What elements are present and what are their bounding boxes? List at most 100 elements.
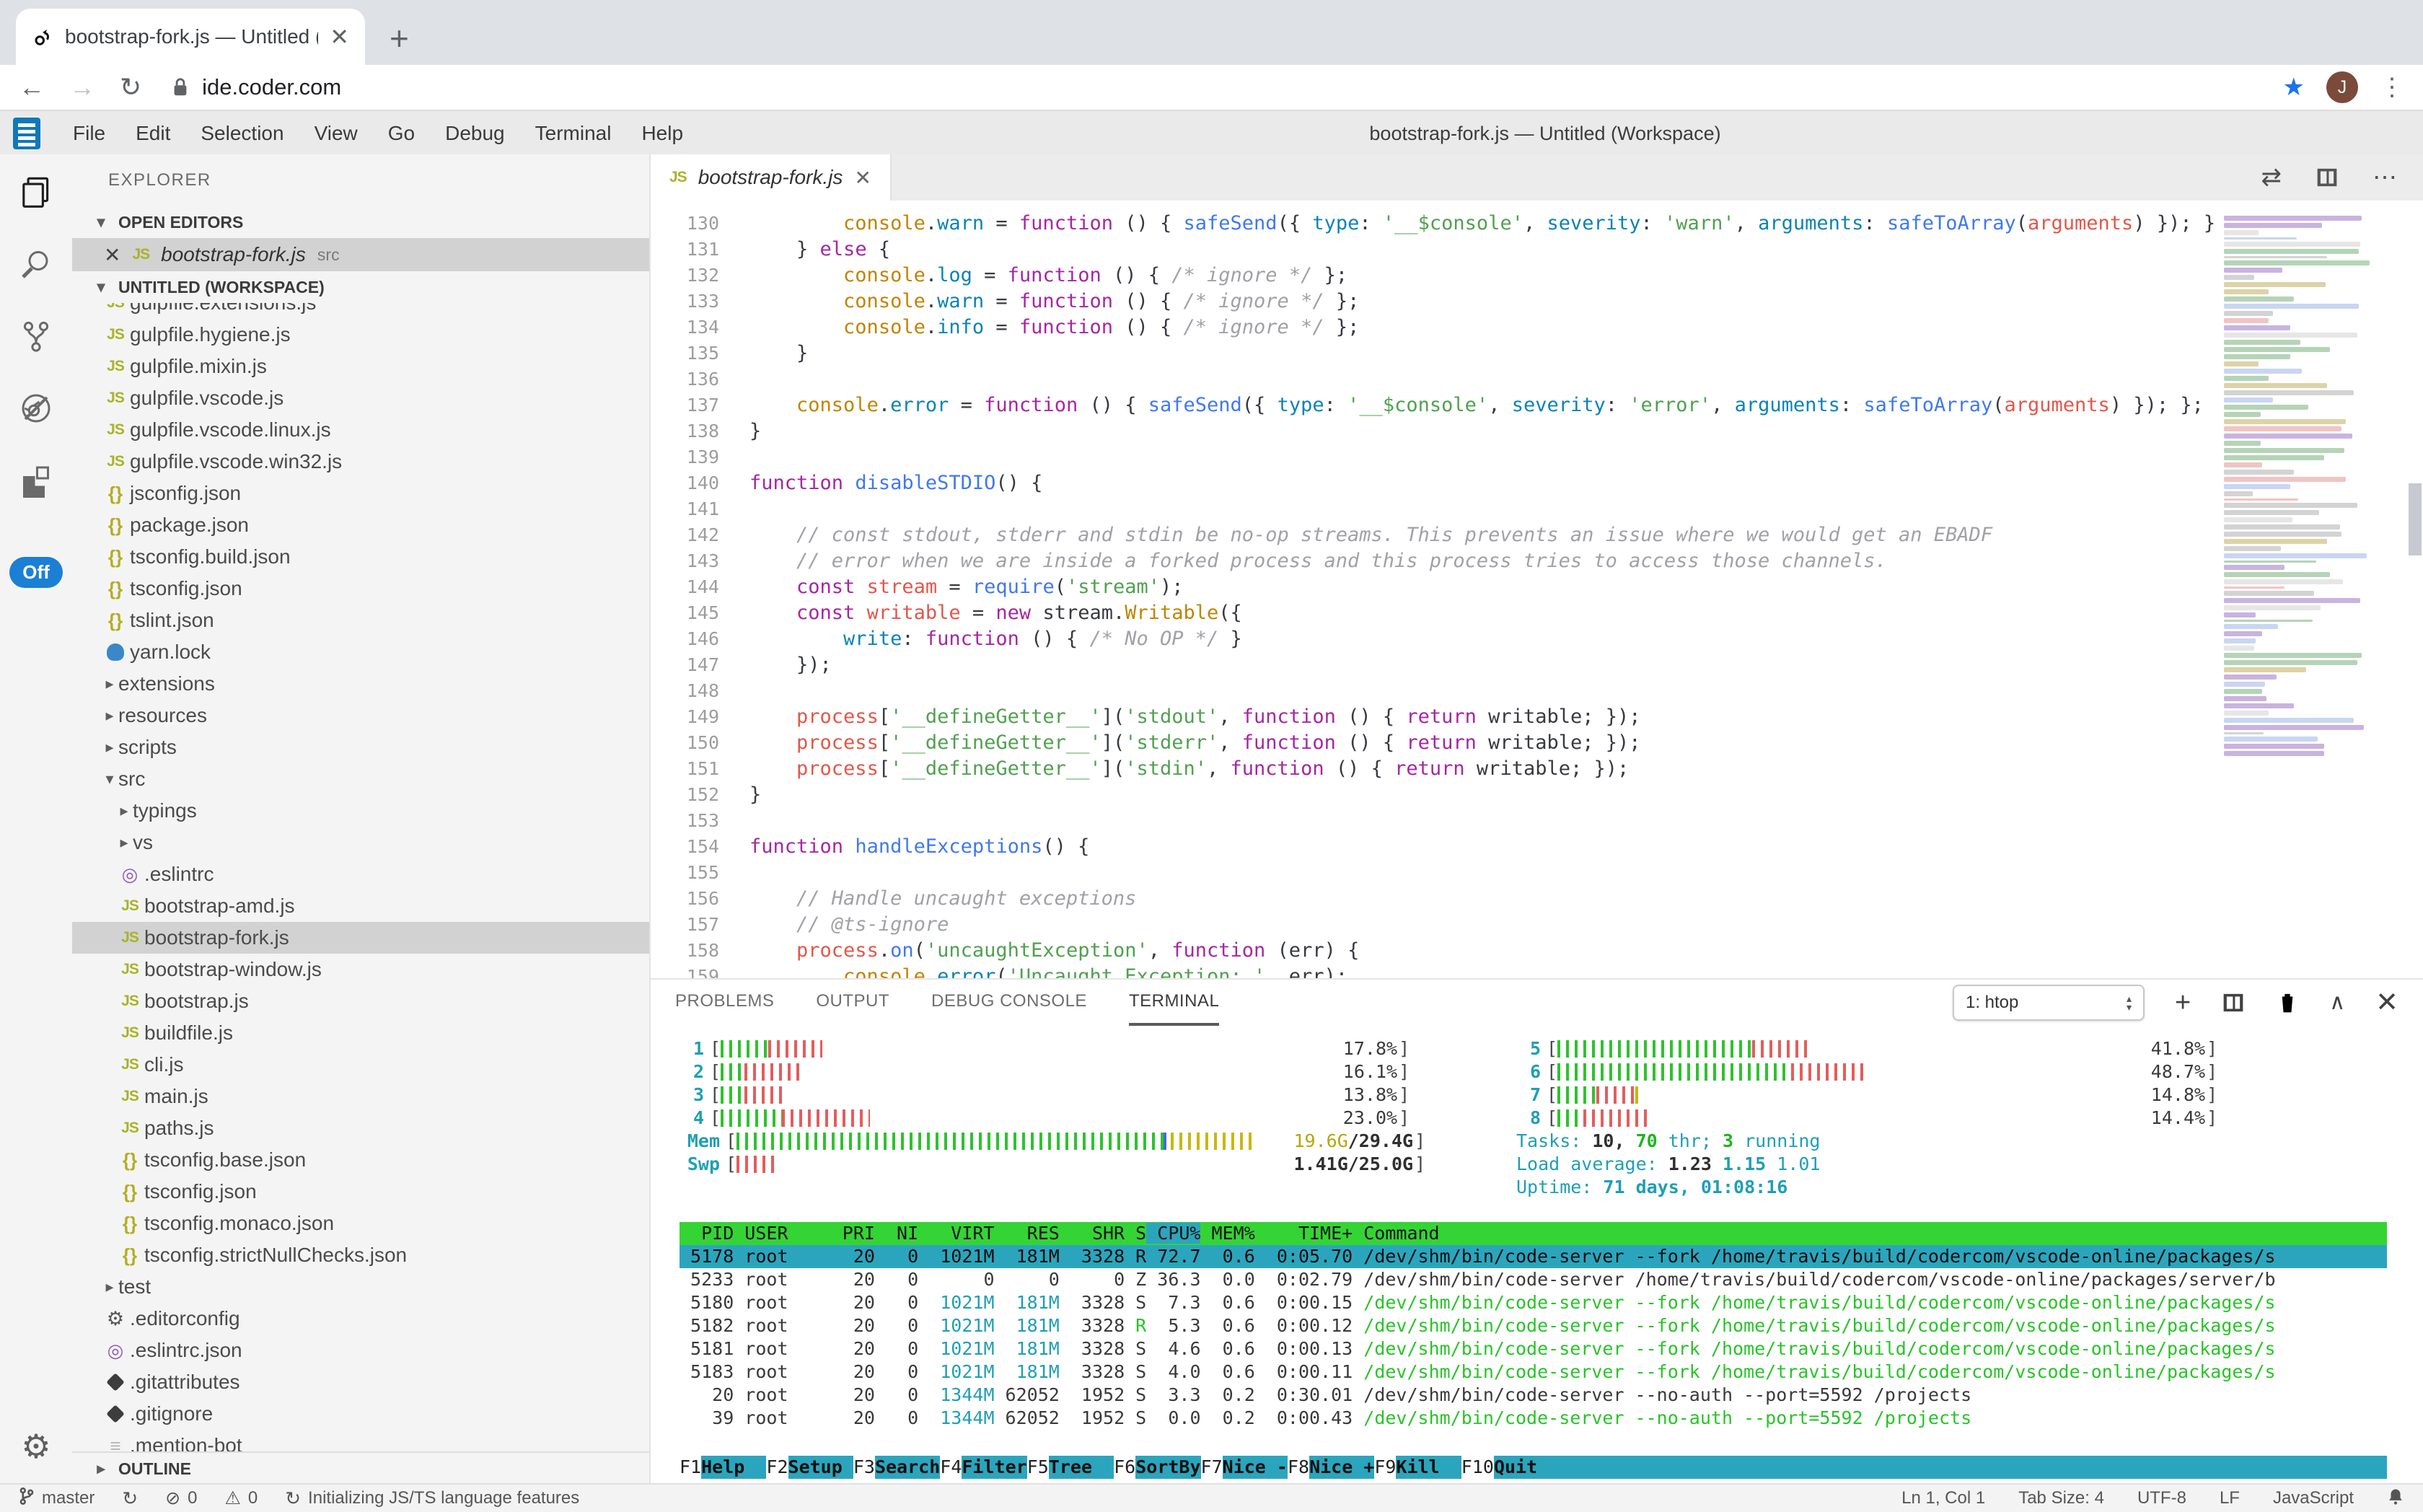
- tree-item-yarn.lock[interactable]: yarn.lock: [72, 636, 649, 668]
- menu-go[interactable]: Go: [387, 122, 415, 144]
- code-line-157[interactable]: 157 // @ts-ignore: [686, 913, 949, 936]
- code-line-146[interactable]: 146 write: function () { /* No OP */ }: [686, 628, 1242, 650]
- code-line-151[interactable]: 151 process['__defineGetter__']('stdin',…: [686, 757, 1630, 780]
- tree-item-tslint.json[interactable]: {} tslint.json: [72, 605, 649, 636]
- forward-icon[interactable]: →: [69, 72, 95, 102]
- new-terminal-icon[interactable]: +: [2174, 988, 2191, 1018]
- close-icon[interactable]: ✕: [104, 243, 121, 266]
- code-line-132[interactable]: 132 console.log = function () { /* ignor…: [686, 264, 1348, 286]
- tree-item-bootstrap-fork.js[interactable]: JS bootstrap-fork.js: [72, 922, 649, 954]
- tree-item-extensions[interactable]: ▸ extensions: [105, 672, 215, 695]
- tree-item-.eslintrc[interactable]: ◎ .eslintrc: [72, 858, 649, 890]
- tree-item-bootstrap-window.js[interactable]: JS bootstrap-window.js: [72, 954, 649, 985]
- menu-selection[interactable]: Selection: [201, 122, 284, 144]
- tab-close-icon[interactable]: ✕: [330, 24, 349, 50]
- panel-tab-debug-console[interactable]: DEBUG CONSOLE: [931, 991, 1087, 1011]
- menu-help[interactable]: Help: [641, 122, 684, 144]
- htop-table-header[interactable]: PID USER PRI NI VIRT RES SHR S CPU% MEM%…: [680, 1222, 2387, 1245]
- htop-process-row-5183[interactable]: 5183 root 20 0 1021M 181M 3328 S 4.0 0.6…: [680, 1361, 2276, 1382]
- close-panel-icon[interactable]: ✕: [2375, 988, 2398, 1018]
- back-icon[interactable]: ←: [19, 72, 45, 102]
- tree-item-tsconfig.monaco.json[interactable]: {} tsconfig.monaco.json: [72, 1208, 649, 1239]
- tree-item-gulpfile.vscode.linux.js[interactable]: JS gulpfile.vscode.linux.js: [72, 414, 649, 446]
- htop-process-row-5178[interactable]: 5178 root 20 0 1021M 181M 3328 R 72.7 0.…: [680, 1245, 2387, 1268]
- menu-terminal[interactable]: Terminal: [535, 122, 612, 144]
- address-bar[interactable]: ide.coder.com: [172, 74, 2258, 100]
- tree-item-jsconfig.json[interactable]: {} jsconfig.json: [72, 478, 649, 509]
- code-line-145[interactable]: 145 const writable = new stream.Writable…: [686, 602, 1242, 624]
- open-editor-item[interactable]: ✕ JS bootstrap-fork.js src: [72, 238, 649, 271]
- sync-changes-icon[interactable]: ⇄: [2261, 164, 2282, 191]
- status-sync[interactable]: ↻: [122, 1487, 138, 1510]
- code-line-143[interactable]: 143 // error when we are inside a forked…: [686, 550, 1887, 572]
- tree-item-cli.js[interactable]: JS cli.js: [72, 1049, 649, 1081]
- code-line-140[interactable]: 140 function disableSTDIO() {: [686, 472, 1043, 494]
- editor-tab[interactable]: JS bootstrap-fork.js ✕: [651, 154, 892, 201]
- tree-item-.editorconfig[interactable]: ⚙ .editorconfig: [72, 1303, 649, 1335]
- tab-close-icon[interactable]: ✕: [854, 166, 871, 189]
- menu-view[interactable]: View: [314, 122, 358, 144]
- tree-item-.gitattributes[interactable]: .gitattributes: [72, 1366, 649, 1398]
- code-line-138[interactable]: 138}: [686, 420, 762, 442]
- search-icon[interactable]: [17, 245, 55, 283]
- code-line-139[interactable]: 139: [686, 447, 719, 467]
- tree-item-tsconfig.build.json[interactable]: {} tsconfig.build.json: [72, 541, 649, 573]
- browser-tab[interactable]: bootstrap-fork.js — Untitled (V ✕: [16, 9, 365, 65]
- avatar[interactable]: J: [2326, 71, 2358, 103]
- htop-process-row-20[interactable]: 20 root 20 0 1344M 62052 1952 S 3.3 0.2 …: [680, 1384, 1972, 1405]
- htop-process-row-5233[interactable]: 5233 root 20 0 0 0 0 Z 36.3 0.0 0:02.79 …: [680, 1269, 2276, 1290]
- code-line-158[interactable]: 158 process.on('uncaughtException', func…: [686, 939, 1360, 962]
- htop-process-row-5180[interactable]: 5180 root 20 0 1021M 181M 3328 S 7.3 0.6…: [680, 1292, 2276, 1313]
- status-git-branch[interactable]: master: [19, 1487, 94, 1511]
- tree-item-main.js[interactable]: JS main.js: [72, 1081, 649, 1112]
- editor-body[interactable]: 130 console.warn = function () { safeSen…: [651, 201, 2423, 978]
- htop-function-keys[interactable]: F1 Help F2 Setup F3 Search F4 Filter F5 Tree F6…: [680, 1456, 2387, 1479]
- reload-icon[interactable]: ↻: [120, 72, 142, 102]
- bookmark-star-icon[interactable]: ★: [2282, 74, 2305, 101]
- status-bell[interactable]: [2387, 1487, 2404, 1511]
- code-line-155[interactable]: 155: [686, 862, 719, 883]
- panel-tab-problems[interactable]: PROBLEMS: [675, 991, 775, 1011]
- tree-item-typings[interactable]: ▸ typings: [120, 799, 197, 822]
- panel-tab-output[interactable]: OUTPUT: [816, 991, 890, 1011]
- htop-process-row-5181[interactable]: 5181 root 20 0 1021M 181M 3328 S 4.6 0.6…: [680, 1338, 2276, 1359]
- tree-item-tsconfig.json[interactable]: {} tsconfig.json: [72, 1176, 649, 1208]
- code-line-133[interactable]: 133 console.warn = function () { /* igno…: [686, 290, 1360, 312]
- code-line-150[interactable]: 150 process['__defineGetter__']('stderr'…: [686, 731, 1641, 754]
- menu-file[interactable]: File: [73, 122, 106, 144]
- htop-process-row-5182[interactable]: 5182 root 20 0 1021M 181M 3328 R 5.3 0.6…: [680, 1315, 2276, 1336]
- tree-item-bootstrap-amd.js[interactable]: JS bootstrap-amd.js: [72, 890, 649, 922]
- tree-item-package.json[interactable]: {} package.json: [72, 509, 649, 541]
- code-line-135[interactable]: 135 }: [686, 342, 809, 364]
- tree-item-gulpfile.vscode.js[interactable]: JS gulpfile.vscode.js: [72, 382, 649, 414]
- editor-scrollbar[interactable]: [2407, 201, 2423, 978]
- status-utf-8[interactable]: UTF-8: [2137, 1488, 2186, 1508]
- tree-item-tsconfig.base.json[interactable]: {} tsconfig.base.json: [72, 1144, 649, 1176]
- status-lf[interactable]: LF: [2219, 1488, 2240, 1508]
- status-javascript[interactable]: JavaScript: [2272, 1488, 2354, 1508]
- tree-item-resources[interactable]: ▸ resources: [105, 704, 207, 726]
- maximize-panel-icon[interactable]: ∧: [2329, 990, 2346, 1014]
- code-line-156[interactable]: 156 // Handle uncaught exceptions: [686, 887, 1137, 910]
- status-warning[interactable]: ⚠ 0: [224, 1488, 258, 1508]
- tree-item-bootstrap.js[interactable]: JS bootstrap.js: [72, 985, 649, 1017]
- code-line-144[interactable]: 144 const stream = require('stream');: [686, 576, 1184, 598]
- tree-item-test[interactable]: ▸ test: [105, 1275, 151, 1298]
- scrollbar-thumb[interactable]: [2409, 483, 2422, 555]
- tree-item-.mention-bot[interactable]: ≡ .mention-bot: [72, 1430, 649, 1451]
- code-area[interactable]: 130 console.warn = function () { safeSen…: [651, 201, 2218, 978]
- split-editor-icon[interactable]: [2315, 165, 2339, 190]
- tree-item-tsconfig.strictNullChecks.json[interactable]: {} tsconfig.strictNullChecks.json: [72, 1239, 649, 1271]
- code-line-141[interactable]: 141: [686, 498, 719, 519]
- code-line-131[interactable]: 131 } else {: [686, 238, 891, 260]
- outline-header[interactable]: ▸ OUTLINE: [72, 1451, 649, 1485]
- split-terminal-icon[interactable]: [2221, 990, 2246, 1015]
- tree-item-gulpfile.mixin.js[interactable]: JS gulpfile.mixin.js: [72, 351, 649, 382]
- code-line-148[interactable]: 148: [686, 680, 719, 701]
- settings-gear-icon[interactable]: ⚙: [21, 1428, 51, 1465]
- minimap[interactable]: [2218, 201, 2407, 978]
- tree-item-gulpfile.vscode.win32.js[interactable]: JS gulpfile.vscode.win32.js: [72, 446, 649, 478]
- status-tab-size-4[interactable]: Tab Size: 4: [2018, 1488, 2104, 1508]
- code-line-147[interactable]: 147 });: [686, 654, 832, 676]
- terminal-htop[interactable]: 1[17.8%] 5[41.8%] 2[16.1%] 6[48.7%] 3[13.8%]…: [651, 1026, 2423, 1485]
